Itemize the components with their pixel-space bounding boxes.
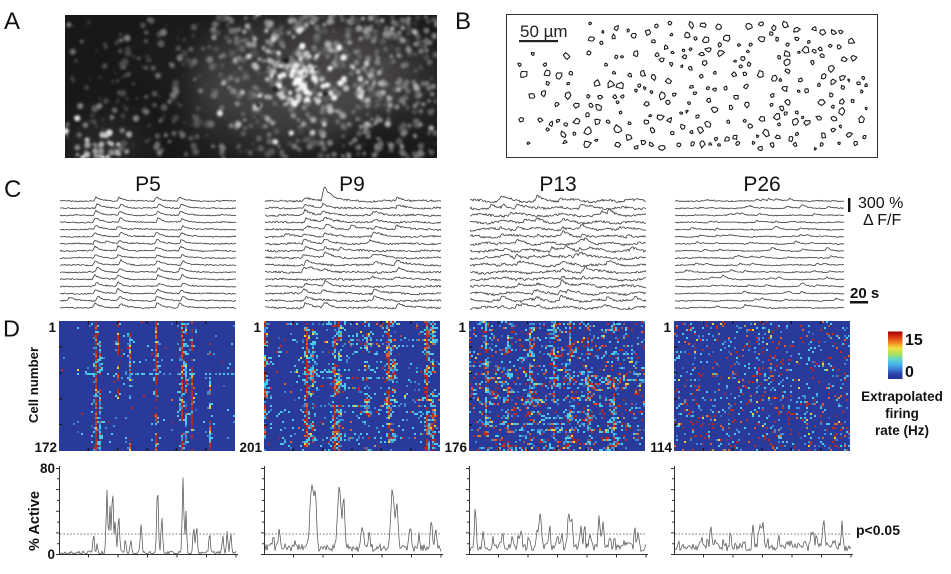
- svg-text:P13: P13: [539, 173, 576, 196]
- svg-text:Extrapolated: Extrapolated: [861, 389, 943, 404]
- svg-text:D: D: [3, 316, 20, 342]
- svg-text:P26: P26: [743, 173, 780, 196]
- svg-text:114: 114: [650, 440, 672, 455]
- svg-text:firing: firing: [885, 406, 919, 421]
- svg-text:15: 15: [905, 332, 923, 349]
- svg-text:B: B: [455, 8, 471, 35]
- svg-text:20 s: 20 s: [850, 285, 879, 302]
- svg-text:C: C: [4, 176, 21, 203]
- svg-text:P9: P9: [339, 173, 365, 196]
- svg-text:1: 1: [458, 320, 466, 335]
- svg-text:p<0.05: p<0.05: [856, 522, 900, 538]
- svg-text:201: 201: [239, 440, 262, 455]
- svg-text:0: 0: [905, 364, 914, 381]
- svg-text:80: 80: [40, 461, 55, 476]
- svg-text:300 %: 300 %: [858, 195, 903, 212]
- svg-text:A: A: [4, 8, 20, 35]
- svg-text:0: 0: [47, 547, 55, 562]
- svg-text:P5: P5: [135, 173, 161, 196]
- svg-text:1: 1: [253, 320, 261, 335]
- svg-text:172: 172: [34, 440, 57, 455]
- svg-text:176: 176: [444, 440, 467, 455]
- svg-text:1: 1: [663, 320, 671, 335]
- svg-text:Δ F/F: Δ F/F: [863, 212, 901, 229]
- svg-text:1: 1: [48, 320, 56, 335]
- svg-text:50 µm: 50 µm: [520, 22, 568, 41]
- svg-text:Cell number: Cell number: [26, 347, 41, 423]
- svg-text:% Active: % Active: [27, 491, 43, 551]
- svg-text:rate (Hz): rate (Hz): [875, 423, 929, 438]
